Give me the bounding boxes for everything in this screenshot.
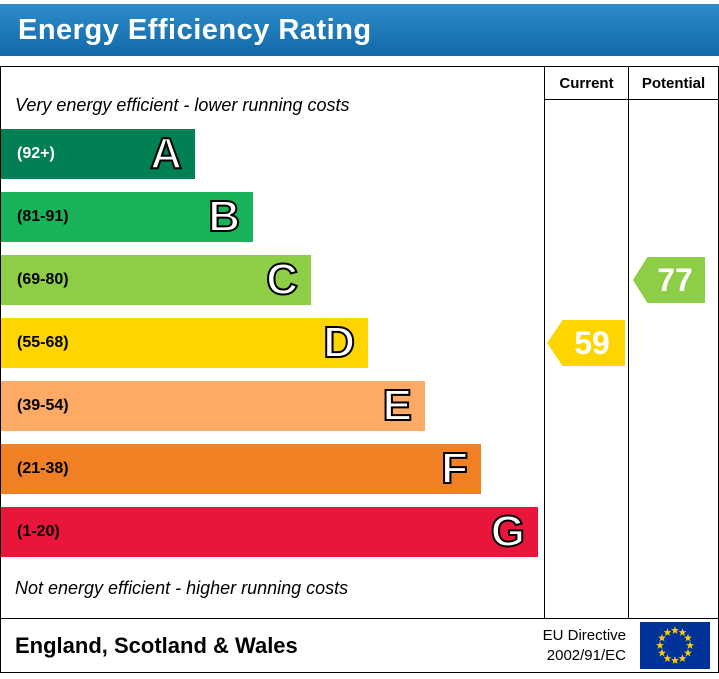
potential-rating-value: 77 [657, 261, 693, 298]
band-letter-a: A [149, 128, 183, 179]
potential-column-header: Potential [629, 67, 718, 100]
eu-flag-icon [640, 622, 710, 669]
band-row-e: (39-54) E [1, 380, 544, 444]
epc-energy-efficiency-chart: Energy Efficiency Rating Very energy eff… [0, 4, 719, 679]
band-row-b: (81-91) B [1, 191, 544, 255]
band-letter-e: E [382, 380, 413, 431]
band-letter-b: B [207, 191, 241, 242]
band-bar-d: (55-68) D [1, 317, 368, 368]
current-rating-value: 59 [574, 324, 610, 361]
band-row-a: (92+) A [1, 128, 544, 192]
band-letter-g: G [490, 506, 526, 557]
band-range-a: (92+) [17, 145, 55, 162]
current-column: Current 59 [544, 67, 628, 618]
rating-table: Very energy efficient - lower running co… [0, 66, 719, 619]
band-range-d: (55-68) [17, 334, 69, 351]
band-row-f: (21-38) F [1, 443, 544, 507]
band-bar-f: (21-38) F [1, 443, 481, 494]
band-row-d: (55-68) D [1, 317, 544, 381]
current-column-header: Current [545, 67, 628, 100]
band-range-b: (81-91) [17, 208, 69, 225]
potential-column: Potential 77 [628, 67, 718, 618]
directive-line1: EU Directive [542, 626, 626, 644]
chart-title-bar: Energy Efficiency Rating [0, 4, 719, 56]
top-note: Very energy efficient - lower running co… [15, 95, 350, 115]
band-letter-c: C [265, 254, 299, 305]
band-letter-f: F [440, 443, 469, 494]
band-range-c: (69-80) [17, 271, 69, 288]
band-row-g: (1-20) G [1, 506, 544, 570]
band-row-c: (69-80) C [1, 254, 544, 318]
bands-panel: Very energy efficient - lower running co… [1, 67, 544, 618]
band-bar-b: (81-91) B [1, 191, 253, 242]
bottom-note: Not energy efficient - higher running co… [15, 578, 349, 598]
potential-marker-area: 77 [629, 100, 718, 618]
band-range-g: (1-20) [17, 523, 60, 540]
region-label: England, Scotland & Wales [15, 632, 298, 658]
footer: England, Scotland & Wales EU Directive 2… [0, 619, 719, 673]
band-range-e: (39-54) [17, 397, 69, 414]
band-bar-a: (92+) A [1, 128, 195, 179]
band-bar-g: (1-20) G [1, 506, 538, 557]
current-rating-marker: 59 [547, 320, 625, 366]
band-bar-c: (69-80) C [1, 254, 311, 305]
band-bar-e: (39-54) E [1, 380, 425, 431]
band-letter-d: D [322, 317, 356, 368]
current-marker-area: 59 [545, 100, 628, 618]
band-range-f: (21-38) [17, 460, 69, 477]
potential-rating-marker: 77 [633, 257, 705, 303]
chart-title: Energy Efficiency Rating [18, 13, 372, 46]
eu-directive-label: EU Directive 2002/91/EC [543, 626, 626, 666]
directive-line2: 2002/91/EC [546, 646, 626, 664]
